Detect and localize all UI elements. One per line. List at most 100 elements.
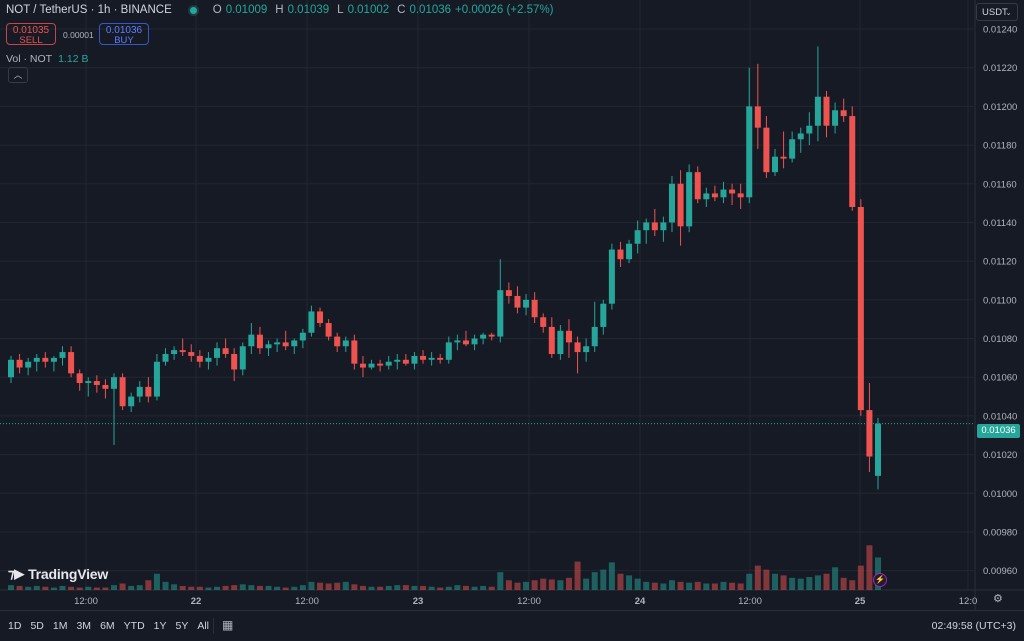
candle-body[interactable] xyxy=(42,357,49,362)
candle-body[interactable] xyxy=(789,139,796,159)
candle-body[interactable] xyxy=(720,189,727,198)
candle-body[interactable] xyxy=(188,352,195,356)
candle-body[interactable] xyxy=(574,342,581,353)
candle-body[interactable] xyxy=(385,361,392,366)
candle-body[interactable] xyxy=(59,352,66,358)
candle-body[interactable] xyxy=(608,249,615,304)
candle-body[interactable] xyxy=(171,350,178,354)
candle-body[interactable] xyxy=(128,396,135,407)
candle-body[interactable] xyxy=(514,295,521,308)
candle-body[interactable] xyxy=(780,156,787,159)
candle-body[interactable] xyxy=(754,106,761,128)
gear-icon[interactable]: ⚙ xyxy=(993,593,1003,605)
candle-body[interactable] xyxy=(7,359,15,378)
candle-body[interactable] xyxy=(694,172,701,200)
candle-body[interactable] xyxy=(565,330,572,343)
range-1d[interactable]: 1D xyxy=(8,620,22,632)
candle-body[interactable] xyxy=(857,206,864,411)
candle-body[interactable] xyxy=(102,384,109,389)
range-6m[interactable]: 6M xyxy=(100,620,115,632)
candle-body[interactable] xyxy=(136,386,143,397)
candle-body[interactable] xyxy=(153,361,160,397)
candle-body[interactable] xyxy=(411,355,418,364)
candle-body[interactable] xyxy=(394,359,401,362)
candle-body[interactable] xyxy=(462,340,469,345)
candle-body[interactable] xyxy=(866,410,873,457)
candle-body[interactable] xyxy=(505,290,512,296)
candle-body[interactable] xyxy=(548,326,555,354)
candle-body[interactable] xyxy=(196,355,203,362)
candle-body[interactable] xyxy=(50,357,57,362)
candle-body[interactable] xyxy=(737,193,744,198)
candle-body[interactable] xyxy=(76,373,83,384)
candle-body[interactable] xyxy=(179,350,186,353)
candle-body[interactable] xyxy=(33,357,40,362)
candle-body[interactable] xyxy=(359,363,366,368)
currency-selector[interactable]: USDT ⌄ xyxy=(976,3,1018,21)
candle-body[interactable] xyxy=(471,338,478,345)
candle-body[interactable] xyxy=(763,127,770,173)
candle-body[interactable] xyxy=(703,193,710,200)
candle-body[interactable] xyxy=(317,311,324,324)
symbol-title[interactable]: NOT / TetherUS · 1h · BINANCE xyxy=(6,4,172,16)
candle-body[interactable] xyxy=(351,340,358,364)
candle-body[interactable] xyxy=(222,348,229,354)
candle-body[interactable] xyxy=(239,346,246,370)
lightning-icon[interactable]: ⚡ xyxy=(873,573,887,587)
candle-body[interactable] xyxy=(806,125,813,134)
candle-body[interactable] xyxy=(797,133,804,140)
candle-body[interactable] xyxy=(557,330,564,354)
candle-body[interactable] xyxy=(849,116,856,207)
calendar-icon[interactable]: ▦ xyxy=(222,618,234,632)
candle-body[interactable] xyxy=(711,193,718,198)
candle-body[interactable] xyxy=(497,290,504,337)
candle-body[interactable] xyxy=(93,381,100,385)
candle-body[interactable] xyxy=(162,354,169,362)
candle-body[interactable] xyxy=(231,354,238,370)
candle-body[interactable] xyxy=(119,377,126,407)
candle-body[interactable] xyxy=(325,323,332,337)
candle-body[interactable] xyxy=(583,346,590,353)
candle-body[interactable] xyxy=(874,423,882,476)
candle-body[interactable] xyxy=(308,311,315,333)
candle-body[interactable] xyxy=(531,299,538,318)
candle-body[interactable] xyxy=(437,357,444,360)
candle-body[interactable] xyxy=(686,172,693,227)
candle-body[interactable] xyxy=(402,359,409,364)
candle-body[interactable] xyxy=(600,303,607,327)
candle-body[interactable] xyxy=(291,340,298,347)
candle-body[interactable] xyxy=(643,222,650,231)
candle-body[interactable] xyxy=(282,342,289,347)
range-5y[interactable]: 5Y xyxy=(175,620,189,632)
candle-body[interactable] xyxy=(626,243,633,260)
candle-body[interactable] xyxy=(342,340,349,347)
candle-body[interactable] xyxy=(377,363,384,366)
chevron-up-icon[interactable]: ︿ xyxy=(8,67,28,83)
candle-body[interactable] xyxy=(214,348,221,358)
range-all[interactable]: All xyxy=(197,620,210,632)
candle-body[interactable] xyxy=(248,334,255,347)
candle-body[interactable] xyxy=(634,230,641,244)
candle-body[interactable] xyxy=(746,106,753,198)
candle-body[interactable] xyxy=(617,249,624,260)
clock[interactable]: 02:49:58 (UTC+3) xyxy=(931,620,1016,632)
candle-body[interactable] xyxy=(651,222,658,231)
candle-body[interactable] xyxy=(488,334,495,337)
candle-body[interactable] xyxy=(840,110,847,117)
candle-body[interactable] xyxy=(523,299,530,308)
candle-body[interactable] xyxy=(299,332,306,341)
sell-button[interactable]: 0.01035 SELL xyxy=(6,23,56,46)
candle-body[interactable] xyxy=(334,336,341,347)
candle-body[interactable] xyxy=(814,96,821,126)
candle-body[interactable] xyxy=(428,357,435,360)
candle-body[interactable] xyxy=(256,334,263,349)
candle-body[interactable] xyxy=(677,183,684,227)
candle-body[interactable] xyxy=(660,222,667,231)
range-ytd[interactable]: YTD xyxy=(123,620,145,632)
buy-button[interactable]: 0.01036 BUY xyxy=(99,23,149,46)
candle-body[interactable] xyxy=(265,344,272,349)
candle-body[interactable] xyxy=(445,342,452,360)
candle-body[interactable] xyxy=(16,359,23,368)
candle-body[interactable] xyxy=(771,156,778,173)
